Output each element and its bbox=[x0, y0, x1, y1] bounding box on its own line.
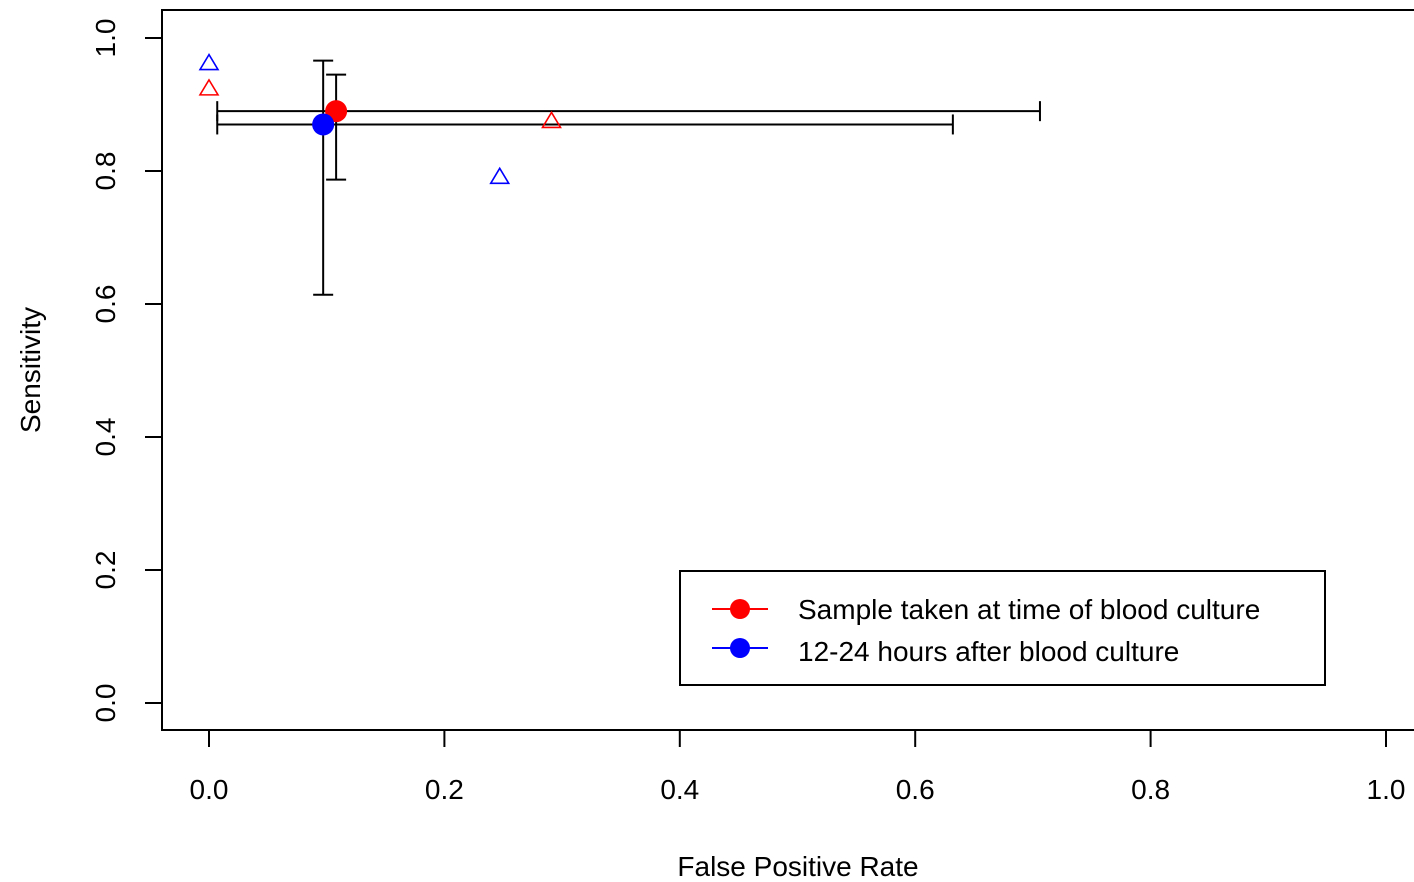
legend: Sample taken at time of blood culture 12… bbox=[679, 570, 1326, 686]
study-point-series-1 bbox=[541, 110, 562, 129]
summary-points bbox=[312, 100, 348, 136]
x-tick-label: 0.8 bbox=[1131, 774, 1170, 805]
y-tick-label: 0.4 bbox=[90, 418, 121, 457]
study-points bbox=[198, 53, 562, 185]
error-bars bbox=[216, 59, 1041, 296]
x-axis: 0.0 0.2 0.4 0.6 0.8 1.0 bbox=[190, 729, 1406, 805]
legend-marker-series-2 bbox=[730, 638, 750, 658]
x-axis-label: False Positive Rate bbox=[677, 851, 918, 882]
study-point-series-2 bbox=[489, 166, 511, 185]
y-axis: 0.0 0.2 0.4 0.6 0.8 1.0 bbox=[90, 19, 163, 723]
x-tick-label: 0.6 bbox=[896, 774, 935, 805]
legend-label-series-2: 12-24 hours after blood culture bbox=[798, 636, 1179, 667]
x-tick-label: 0.0 bbox=[190, 774, 229, 805]
y-tick-label: 0.0 bbox=[90, 684, 121, 723]
x-tick-label: 0.4 bbox=[660, 774, 699, 805]
legend-marker-series-1 bbox=[730, 599, 750, 619]
x-tick-label: 0.2 bbox=[425, 774, 464, 805]
y-tick-label: 0.6 bbox=[90, 285, 121, 324]
study-point-series-2 bbox=[198, 53, 220, 71]
legend-box bbox=[679, 570, 1326, 686]
y-axis-label: Sensitivity bbox=[15, 307, 46, 433]
x-tick-label: 1.0 bbox=[1367, 774, 1406, 805]
y-tick-label: 1.0 bbox=[90, 19, 121, 58]
y-tick-label: 0.2 bbox=[90, 551, 121, 590]
legend-label-series-1: Sample taken at time of blood culture bbox=[798, 594, 1260, 625]
summary-point-series-2 bbox=[312, 113, 335, 136]
y-tick-label: 0.8 bbox=[90, 152, 121, 191]
study-point-series-1 bbox=[198, 78, 220, 96]
